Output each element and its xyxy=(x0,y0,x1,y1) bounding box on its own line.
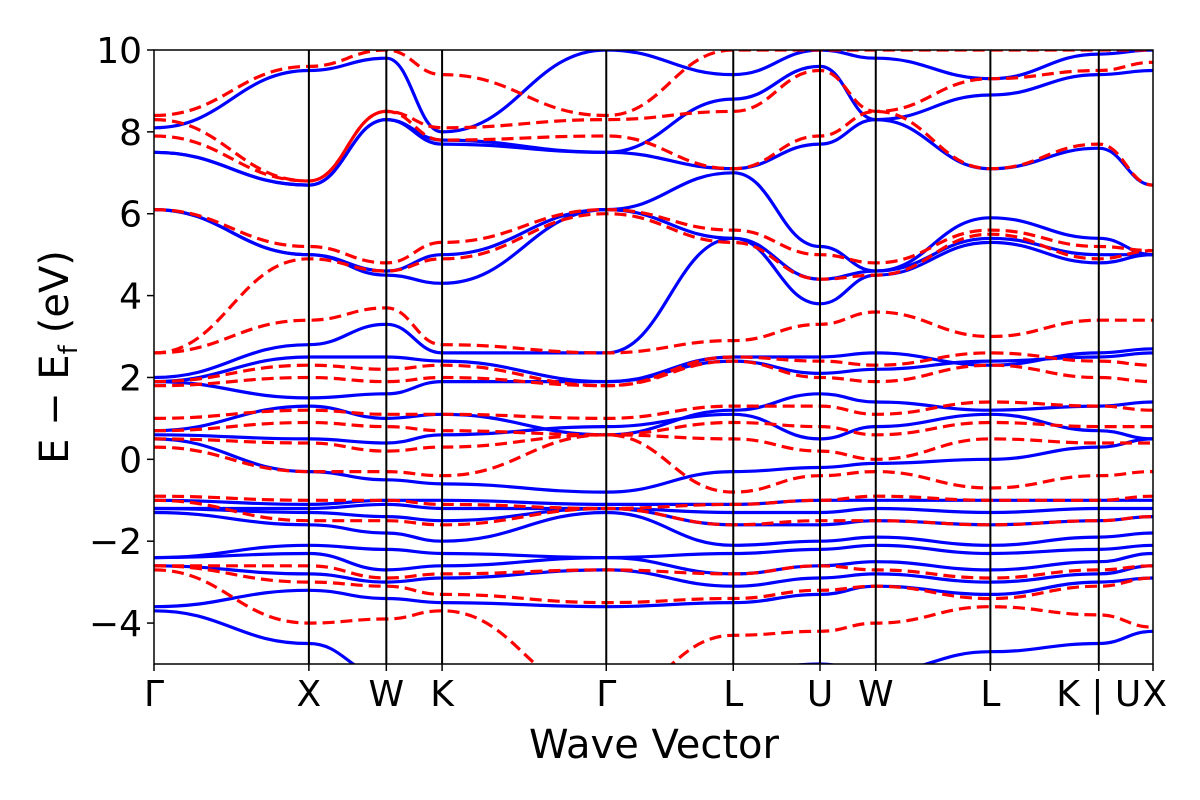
x-tick-label-8: L xyxy=(980,674,1000,715)
x-tick-label-4: Γ xyxy=(596,674,616,715)
dashed-band-20 xyxy=(154,568,1153,664)
y-tick-label-6: 8 xyxy=(119,113,142,154)
dashed-band-23 xyxy=(154,498,1153,527)
dashed-band-30 xyxy=(154,351,1153,388)
solid-band-9 xyxy=(154,437,1153,494)
y-axis-ticks: −4 −2 0 2 4 6 8 10 xyxy=(89,31,154,645)
plot-frame xyxy=(153,49,1154,665)
y-axis-label: E − Ef (eV) xyxy=(32,250,84,464)
kpoint-separators xyxy=(307,50,1100,664)
dashed-band-31 xyxy=(154,306,1153,355)
solid-band-5 xyxy=(154,510,1153,547)
dashed-band-25 xyxy=(154,433,1153,494)
solid-band-12 xyxy=(154,351,1153,400)
dashed-band-28 xyxy=(154,400,1153,421)
x-axis-label: Wave Vector xyxy=(529,722,780,768)
y-tick-label-3: 2 xyxy=(119,358,142,399)
dashed-band-33 xyxy=(154,207,1153,265)
solid-band-16 xyxy=(154,171,1153,273)
y-axis-label-subscript: f xyxy=(54,344,84,354)
solid-band-6 xyxy=(154,506,1153,527)
solid-band-0 xyxy=(154,609,1153,664)
y-tick-label-1: −2 xyxy=(89,522,142,563)
dashed-band-21 xyxy=(154,564,1153,605)
dashed-band-29 xyxy=(154,359,1153,388)
dashed-band-36 xyxy=(154,50,1153,118)
solid-band-11 xyxy=(154,392,1153,437)
y-axis-label-main: E − E xyxy=(32,354,78,464)
solid-band-7 xyxy=(154,502,1153,515)
solid-band-10 xyxy=(154,412,1153,445)
y-tick-label-2: 0 xyxy=(119,440,142,481)
y-tick-label-0: −4 xyxy=(89,604,142,645)
dashed-band-24 xyxy=(154,494,1153,511)
y-tick-label-7: 10 xyxy=(96,31,142,72)
x-tick-label-2: W xyxy=(369,674,405,715)
solid-band-3 xyxy=(154,551,1153,576)
dashed-band-22 xyxy=(154,564,1153,580)
x-tick-label-10: X xyxy=(1142,674,1167,715)
solid-band-2 xyxy=(154,564,1153,588)
x-tick-label-3: K xyxy=(430,674,455,715)
x-tick-label-5: L xyxy=(723,674,743,715)
solid-band-4 xyxy=(154,543,1153,560)
x-tick-label-9: K | U xyxy=(1056,674,1141,715)
y-axis-label-unit: (eV) xyxy=(32,250,78,333)
y-tick-label-5: 6 xyxy=(119,195,142,236)
dashed-band-27 xyxy=(154,420,1153,437)
dashed-band-34 xyxy=(154,109,1153,187)
solid-band-1 xyxy=(154,576,1153,609)
x-tick-label-7: W xyxy=(858,674,894,715)
x-tick-label-0: Γ xyxy=(144,674,164,715)
x-tick-label-6: U xyxy=(807,674,833,715)
x-tick-label-1: X xyxy=(297,674,322,715)
y-tick-label-4: 4 xyxy=(119,277,142,318)
